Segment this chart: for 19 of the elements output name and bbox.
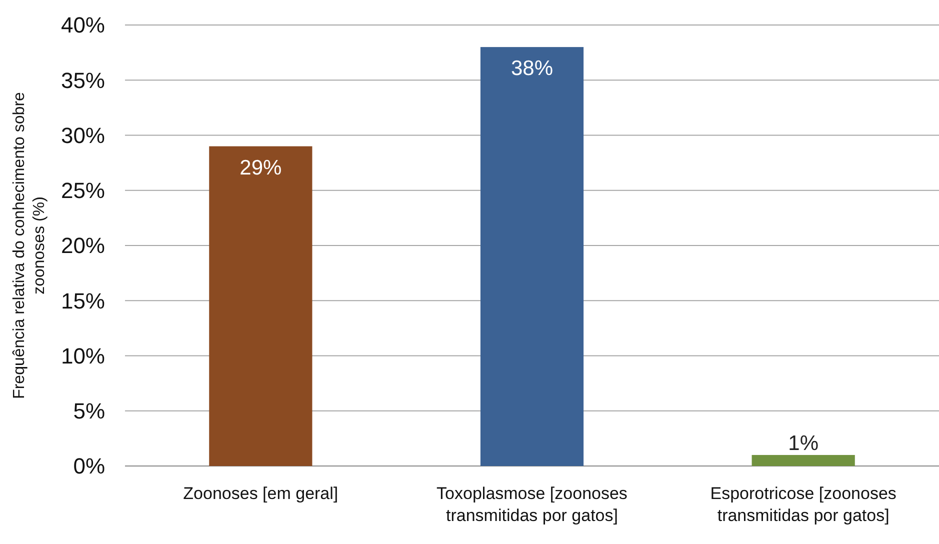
y-tick-label: 30% <box>60 122 105 148</box>
x-tick-label: Esporotricose [zoonoses transmitidas por gatos] <box>710 484 896 525</box>
data-label: 29% <box>240 156 282 180</box>
data-label: 1% <box>788 432 819 455</box>
bar <box>480 47 584 466</box>
y-tick-label: 40% <box>60 12 105 38</box>
y-tick-label: 15% <box>60 288 105 314</box>
bar <box>752 454 855 466</box>
x-tick-label: Zoonoses [em geral] <box>183 484 338 503</box>
x-tick-label: Toxoplasmose [zoonoses transmitidas por gatos] <box>436 484 628 525</box>
y-tick-label: 25% <box>60 178 105 204</box>
y-tick-label: 10% <box>60 343 105 368</box>
y-tick-label: 0% <box>73 454 105 479</box>
data-label: 38% <box>510 57 554 80</box>
y-axis-title: Frequência relativa do conhecimento sobre zoonoses (%) <box>11 92 48 399</box>
bar <box>209 146 312 466</box>
y-tick-label: 35% <box>60 68 105 93</box>
y-tick-label: 20% <box>60 233 105 258</box>
y-tick-label: 5% <box>73 398 105 424</box>
